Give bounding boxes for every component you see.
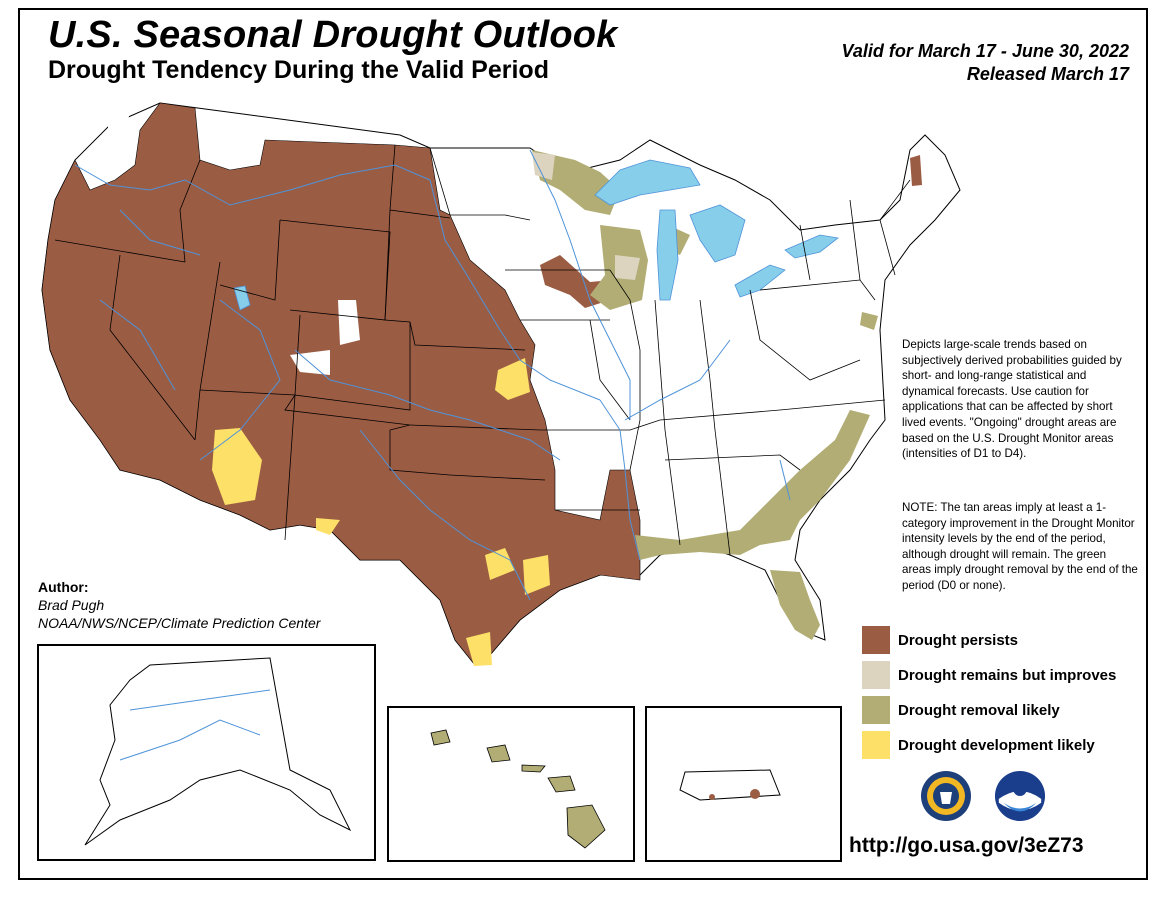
development-ks xyxy=(495,358,530,400)
legend-swatch-persists xyxy=(862,626,890,654)
no-drought-wy xyxy=(338,300,360,345)
pr-drought-west xyxy=(709,794,715,800)
legend-swatch-development xyxy=(862,731,890,759)
legend-label: Drought development likely xyxy=(898,736,1095,754)
noaa-logo-icon xyxy=(994,770,1046,822)
rivers xyxy=(74,149,791,601)
state-borders xyxy=(54,144,911,556)
lake-erie xyxy=(734,264,786,298)
lake-ontario xyxy=(784,234,839,259)
map-title: U.S. Seasonal Drought Outlook xyxy=(48,14,618,56)
legend-item-persists: Drought persists xyxy=(862,626,1116,654)
drought-persists-west xyxy=(41,102,641,666)
map-description: Depicts large-scale trends based on subj… xyxy=(902,338,1122,461)
legend: Drought persists Drought remains but imp… xyxy=(862,626,1116,766)
development-az xyxy=(212,428,262,505)
doc-seal-icon xyxy=(921,771,971,821)
hawaii-inset xyxy=(387,706,635,862)
legend-item-improves: Drought remains but improves xyxy=(862,661,1116,689)
hawaii-big-island xyxy=(566,804,606,849)
map-note: NOTE: The tan areas imply at least a 1-c… xyxy=(902,501,1138,592)
development-nm-south xyxy=(316,518,340,535)
legend-item-removal: Drought removal likely xyxy=(862,696,1116,724)
hawaii-oahu xyxy=(486,744,511,763)
pr-drought-east xyxy=(750,789,760,799)
valid-period: Valid for March 17 - June 30, 2022 Relea… xyxy=(842,40,1129,86)
puerto-rico-land xyxy=(679,769,781,801)
no-drought-wa-coast xyxy=(108,110,130,140)
legend-swatch-removal xyxy=(862,696,890,724)
author-name: Brad Pugh xyxy=(38,597,105,613)
improves-wi xyxy=(615,255,640,280)
legend-label: Drought remains but improves xyxy=(898,666,1117,684)
legend-item-development: Drought development likely xyxy=(862,731,1116,759)
valid-line: Valid for March 17 - June 30, 2022 xyxy=(841,41,1129,61)
source-url[interactable]: http://go.usa.gov/3eZ73 xyxy=(849,834,1084,857)
alaska-land xyxy=(84,657,352,846)
author-org: NOAA/NWS/NCEP/Climate Prediction Center xyxy=(38,615,321,631)
legend-label: Drought persists xyxy=(898,631,1019,649)
map-subtitle: Drought Tendency During the Valid Period xyxy=(48,56,549,84)
released-line: Released March 17 xyxy=(966,64,1129,84)
hawaii-molokai xyxy=(521,764,546,773)
removal-mn xyxy=(532,150,620,215)
development-tx-west xyxy=(485,548,515,580)
improves-mn xyxy=(532,152,555,180)
hawaii-kauai xyxy=(430,729,451,746)
development-tx-south xyxy=(466,632,492,666)
lake-michigan xyxy=(656,209,679,301)
alaska-rivers xyxy=(119,689,271,761)
author-block: Author: Brad Pugh NOAA/NWS/NCEP/Climate … xyxy=(38,578,320,632)
lake-huron xyxy=(689,204,746,263)
author-label: Author: xyxy=(38,579,89,595)
legend-swatch-improves xyxy=(862,661,890,689)
development-tx-mid xyxy=(523,555,550,595)
legend-label: Drought removal likely xyxy=(898,701,1060,719)
no-drought-mt-north xyxy=(205,110,255,168)
removal-fl xyxy=(770,570,820,640)
hawaii-maui xyxy=(547,775,576,793)
drought-persists-me xyxy=(910,155,922,186)
lake-superior xyxy=(594,159,701,206)
removal-nj xyxy=(860,312,878,330)
removal-southeast xyxy=(635,410,870,560)
